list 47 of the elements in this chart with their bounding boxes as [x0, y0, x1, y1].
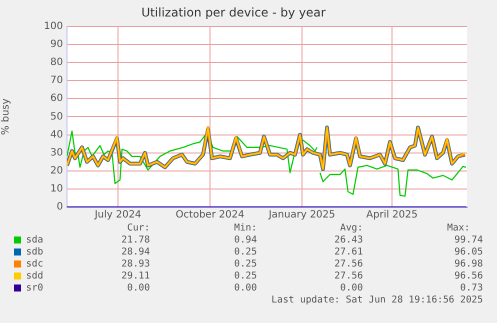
x-tick-label: July 2024	[94, 210, 142, 221]
y-tick-label: 0	[56, 202, 63, 213]
y-tick-label: 20	[50, 165, 63, 176]
text: 0.00	[340, 282, 364, 294]
text: 27.61	[334, 246, 364, 258]
y-tick-label: 70	[50, 75, 63, 86]
text: 0.25	[234, 270, 257, 282]
x-tick-label: January 2025	[268, 210, 336, 221]
text: Avg:	[340, 222, 363, 234]
text: 0.25	[234, 246, 257, 258]
text: 21.78	[121, 234, 150, 246]
text: 27.56	[334, 258, 364, 270]
y-tick-label: 90	[50, 39, 63, 50]
y-tick-label: 60	[50, 93, 63, 104]
text: 29.11	[121, 270, 150, 282]
y-tick-label: 10	[50, 184, 63, 195]
legend-label: sdb	[26, 246, 44, 258]
text: Min:	[234, 222, 257, 234]
text: 99.74	[454, 234, 484, 246]
text: Max:	[447, 222, 470, 234]
text: 0.73	[460, 282, 483, 294]
text: 96.56	[454, 270, 484, 282]
text: 0.00	[234, 282, 258, 294]
y-tick-label: 100	[44, 20, 63, 32]
text: 96.98	[454, 258, 484, 270]
legend-label: sr0	[26, 282, 44, 294]
y-axis-title: % busy	[0, 98, 12, 135]
text: 28.93	[121, 258, 150, 270]
text: 96.05	[454, 246, 483, 258]
y-tick-label: 50	[50, 111, 63, 122]
legend-label: sda	[26, 234, 44, 246]
y-tick-label: 30	[50, 147, 63, 158]
text: 0.00	[127, 282, 150, 294]
x-tick-label: October 2024	[176, 210, 244, 221]
text: 0.25	[234, 258, 257, 270]
text: 28.94	[121, 246, 150, 258]
text: 27.56	[334, 270, 364, 282]
y-tick-label: 80	[50, 57, 63, 68]
legend-label: sdc	[26, 258, 44, 270]
x-tick-label: April 2025	[366, 210, 418, 221]
legend-label: sdd	[26, 270, 44, 282]
chart-title: Utilization per device - by year	[141, 5, 326, 20]
y-tick-label: 40	[50, 129, 63, 140]
text: Cur:	[127, 222, 150, 234]
text: Last update: Sat Jun 28 19:16:56 2025	[271, 294, 483, 306]
text: 26.43	[334, 234, 363, 246]
text: 0.94	[234, 234, 258, 246]
